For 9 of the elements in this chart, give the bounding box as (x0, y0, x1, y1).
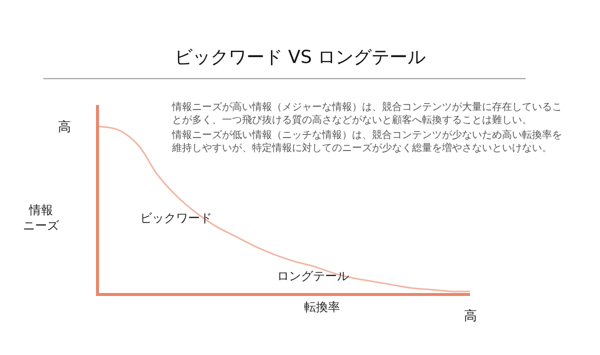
y-axis-title: 情報ニーズ (23, 203, 60, 233)
x-axis-title: 転換率 (304, 300, 340, 314)
annotation: ロングテール (277, 269, 349, 283)
text: 情報ニーズが高い情報（メジャーな情報）は、競合コンテンツが大量に存在していることが多く、一つ飛び抜ける質の高さなどがないと顧客へ転換することは難しい。 (171, 101, 562, 126)
text: 高 (58, 119, 71, 135)
annotation: ビックワード (140, 211, 212, 225)
annotation: 情報ニーズが低い情報（ニッチな情報）は、競合コンテンツが少ないため高い転換率を維持しやすいが、特定情報に対してのニーズが少なく総量を増やさないといけない。 (171, 129, 562, 154)
chart-title: ビックワード VS ロングテール (174, 47, 426, 68)
text: 高 (464, 308, 477, 324)
